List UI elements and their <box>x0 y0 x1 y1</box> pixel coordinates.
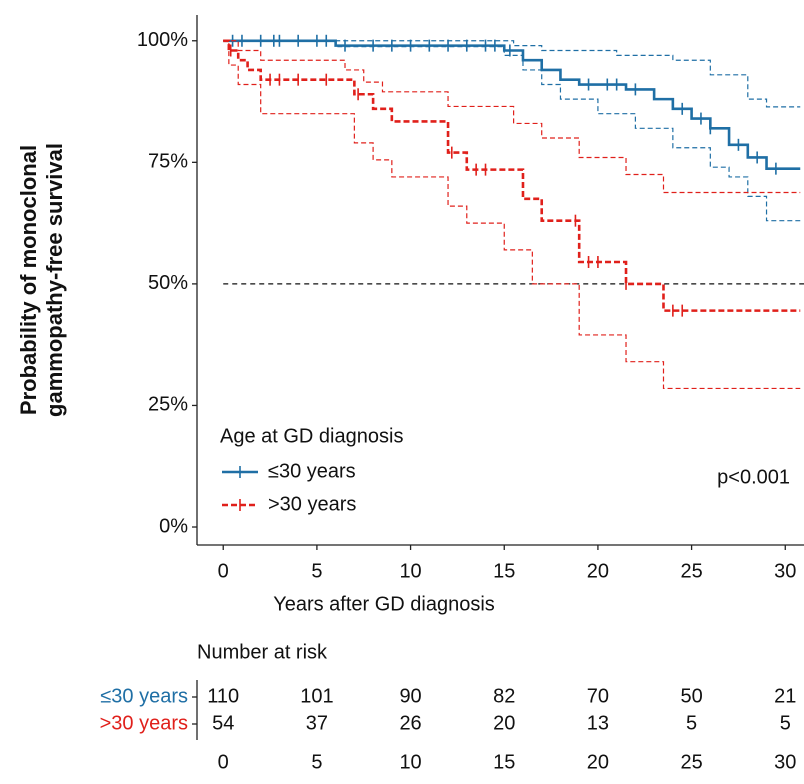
risk-value: 50 <box>680 685 702 707</box>
risk-time-label: 15 <box>493 751 515 773</box>
y-tick-label: 50% <box>148 272 188 294</box>
risk-table-title: Number at risk <box>197 641 328 663</box>
risk-value: 26 <box>399 712 421 734</box>
p-value: p<0.001 <box>717 466 790 488</box>
x-tick-label: 15 <box>493 560 515 582</box>
risk-row-label: ≤30 years <box>100 685 188 707</box>
y-tick-label: 25% <box>148 394 188 416</box>
legend-title: Age at GD diagnosis <box>220 425 403 447</box>
survival-line <box>223 39 801 170</box>
risk-value: 21 <box>774 685 796 707</box>
x-tick-label: 20 <box>587 560 609 582</box>
risk-value: 70 <box>587 685 609 707</box>
risk-value: 110 <box>207 685 239 707</box>
y-tick-label: 0% <box>159 515 188 537</box>
risk-value: 5 <box>686 712 697 734</box>
x-tick-label: 30 <box>774 560 796 582</box>
risk-value: 101 <box>300 685 333 707</box>
risk-value: 54 <box>212 712 234 734</box>
risk-time-label: 5 <box>311 751 322 773</box>
y-axis-title: Probability of monoclonal <box>16 145 41 415</box>
risk-time-label: 0 <box>218 751 229 773</box>
ci-line <box>223 40 801 222</box>
survival-line <box>223 39 801 312</box>
risk-value: 13 <box>587 712 609 734</box>
risk-value: 90 <box>399 685 421 707</box>
x-axis-title: Years after GD diagnosis <box>273 593 495 615</box>
ci-line <box>223 40 801 108</box>
y-tick-label: 75% <box>148 151 188 173</box>
risk-time-label: 10 <box>399 751 421 773</box>
risk-value: 20 <box>493 712 515 734</box>
x-tick-label: 25 <box>680 560 702 582</box>
risk-time-label: 20 <box>587 751 609 773</box>
risk-time-label: 25 <box>680 751 702 773</box>
risk-row-label: >30 years <box>100 712 188 734</box>
x-tick-label: 0 <box>218 560 229 582</box>
risk-value: 37 <box>306 712 328 734</box>
y-axis-title: gammopathy-free survival <box>42 143 67 417</box>
legend-label: ≤30 years <box>268 460 356 482</box>
legend-label: >30 years <box>268 493 356 515</box>
y-tick-label: 100% <box>137 29 188 51</box>
x-tick-label: 5 <box>311 560 322 582</box>
risk-value: 82 <box>493 685 515 707</box>
ci-line <box>223 40 801 390</box>
risk-time-label: 30 <box>774 751 796 773</box>
ci-line <box>223 40 801 194</box>
risk-value: 5 <box>780 712 791 734</box>
x-tick-label: 10 <box>399 560 421 582</box>
